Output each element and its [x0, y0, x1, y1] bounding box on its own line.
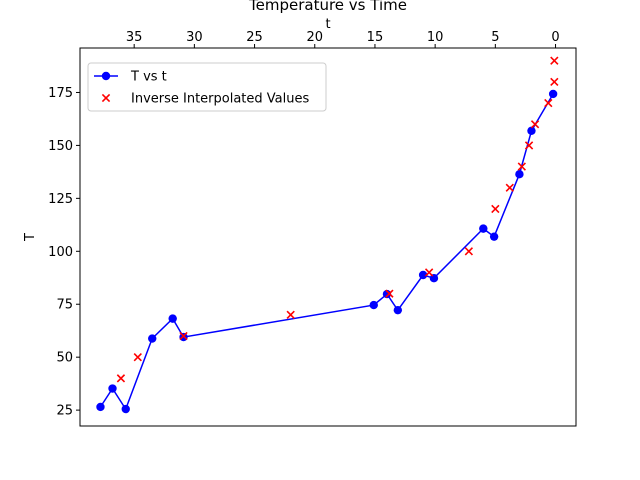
- y-axis-ticks: 25 50 75 100 125 150 175: [48, 86, 80, 419]
- x-marker-stroke: [544, 98, 553, 108]
- data-point-t-vs-t: [548, 89, 558, 99]
- y-tick-label: 150: [48, 139, 73, 154]
- scatter-point-inverse-interpolated: [530, 120, 540, 129]
- y-tick-label: 75: [56, 298, 73, 313]
- y-tick-label: 100: [48, 245, 73, 260]
- y-axis-label: T: [23, 233, 38, 242]
- data-point-t-vs-t: [418, 270, 428, 280]
- legend: T vs t Inverse Interpolated Values: [87, 62, 327, 112]
- data-point-t-vs-t: [479, 224, 488, 233]
- x-tick-label: 20: [306, 30, 323, 45]
- scatter-point-inverse-interpolated: [550, 56, 559, 65]
- data-point-t-vs-t: [121, 404, 130, 414]
- x-axis-ticks: 35 30 25 20 15 10 5 0: [126, 30, 560, 48]
- data-point-t-vs-t: [108, 384, 117, 393]
- x-marker-stroke: [524, 141, 534, 150]
- x-marker-stroke: [424, 268, 434, 277]
- x-tick-label: 10: [427, 30, 444, 45]
- scatter-point-inverse-interpolated: [544, 98, 553, 108]
- plot-series: [96, 56, 559, 414]
- x-tick-label: 0: [551, 30, 559, 45]
- x-marker-stroke: [491, 204, 500, 214]
- x-tick-label: 15: [367, 30, 384, 45]
- x-tick-label: 30: [186, 30, 203, 45]
- data-point-t-vs-t: [96, 402, 105, 412]
- data-point-t-vs-t: [393, 305, 403, 315]
- x-marker-stroke: [385, 289, 394, 298]
- legend-swatch-x: [101, 93, 111, 103]
- x-marker-stroke: [116, 374, 126, 383]
- x-marker-stroke: [550, 56, 559, 65]
- chart-title: Temperature vs Time: [248, 0, 407, 14]
- data-point-t-vs-t: [489, 232, 499, 241]
- scatter-point-inverse-interpolated: [179, 331, 188, 341]
- data-point-t-vs-t: [168, 314, 177, 323]
- data-point-t-vs-t: [148, 334, 157, 343]
- x-marker-stroke: [179, 331, 188, 341]
- x-marker-stroke: [464, 247, 474, 256]
- scatter-point-inverse-interpolated: [133, 353, 142, 362]
- scatter-point-inverse-interpolated: [385, 289, 394, 298]
- x-tick-label: 5: [491, 30, 499, 45]
- data-point-t-vs-t: [527, 126, 536, 135]
- y-tick-label: 25: [56, 404, 73, 419]
- scatter-point-inverse-interpolated: [517, 162, 526, 171]
- y-tick-label: 125: [48, 192, 73, 207]
- scatter-point-inverse-interpolated: [464, 247, 474, 256]
- scatter-point-inverse-interpolated: [524, 141, 534, 150]
- scatter-point-inverse-interpolated: [116, 374, 126, 383]
- legend-entry-label: T vs t: [130, 70, 167, 85]
- x-marker-stroke: [530, 120, 540, 129]
- y-tick-label: 50: [56, 351, 73, 366]
- x-tick-label: 25: [246, 30, 263, 45]
- x-axis-label: t: [325, 17, 330, 32]
- plot-frame: [79, 47, 577, 427]
- x-marker-stroke: [505, 183, 514, 192]
- legend-swatch-marker: [101, 71, 111, 81]
- x-marker-stroke: [286, 310, 295, 319]
- x-marker-stroke: [133, 353, 142, 362]
- scatter-point-inverse-interpolated: [286, 310, 295, 319]
- legend-box: [87, 62, 327, 112]
- x-marker-stroke: [550, 77, 559, 87]
- x-marker-stroke: [517, 162, 526, 171]
- scatter-point-inverse-interpolated: [491, 204, 500, 214]
- scatter-point-inverse-interpolated: [550, 77, 559, 87]
- data-point-t-vs-t: [369, 300, 378, 310]
- y-tick-label: 175: [48, 86, 73, 101]
- data-point-t-vs-t: [382, 289, 392, 299]
- x-tick-label: 35: [126, 30, 143, 45]
- scatter-point-inverse-interpolated: [505, 183, 514, 192]
- series-line-t-vs-t: [99, 93, 554, 411]
- scatter-point-inverse-interpolated: [424, 268, 434, 277]
- data-point-t-vs-t: [515, 170, 524, 179]
- legend-entry-label: Inverse Interpolated Values: [131, 92, 309, 107]
